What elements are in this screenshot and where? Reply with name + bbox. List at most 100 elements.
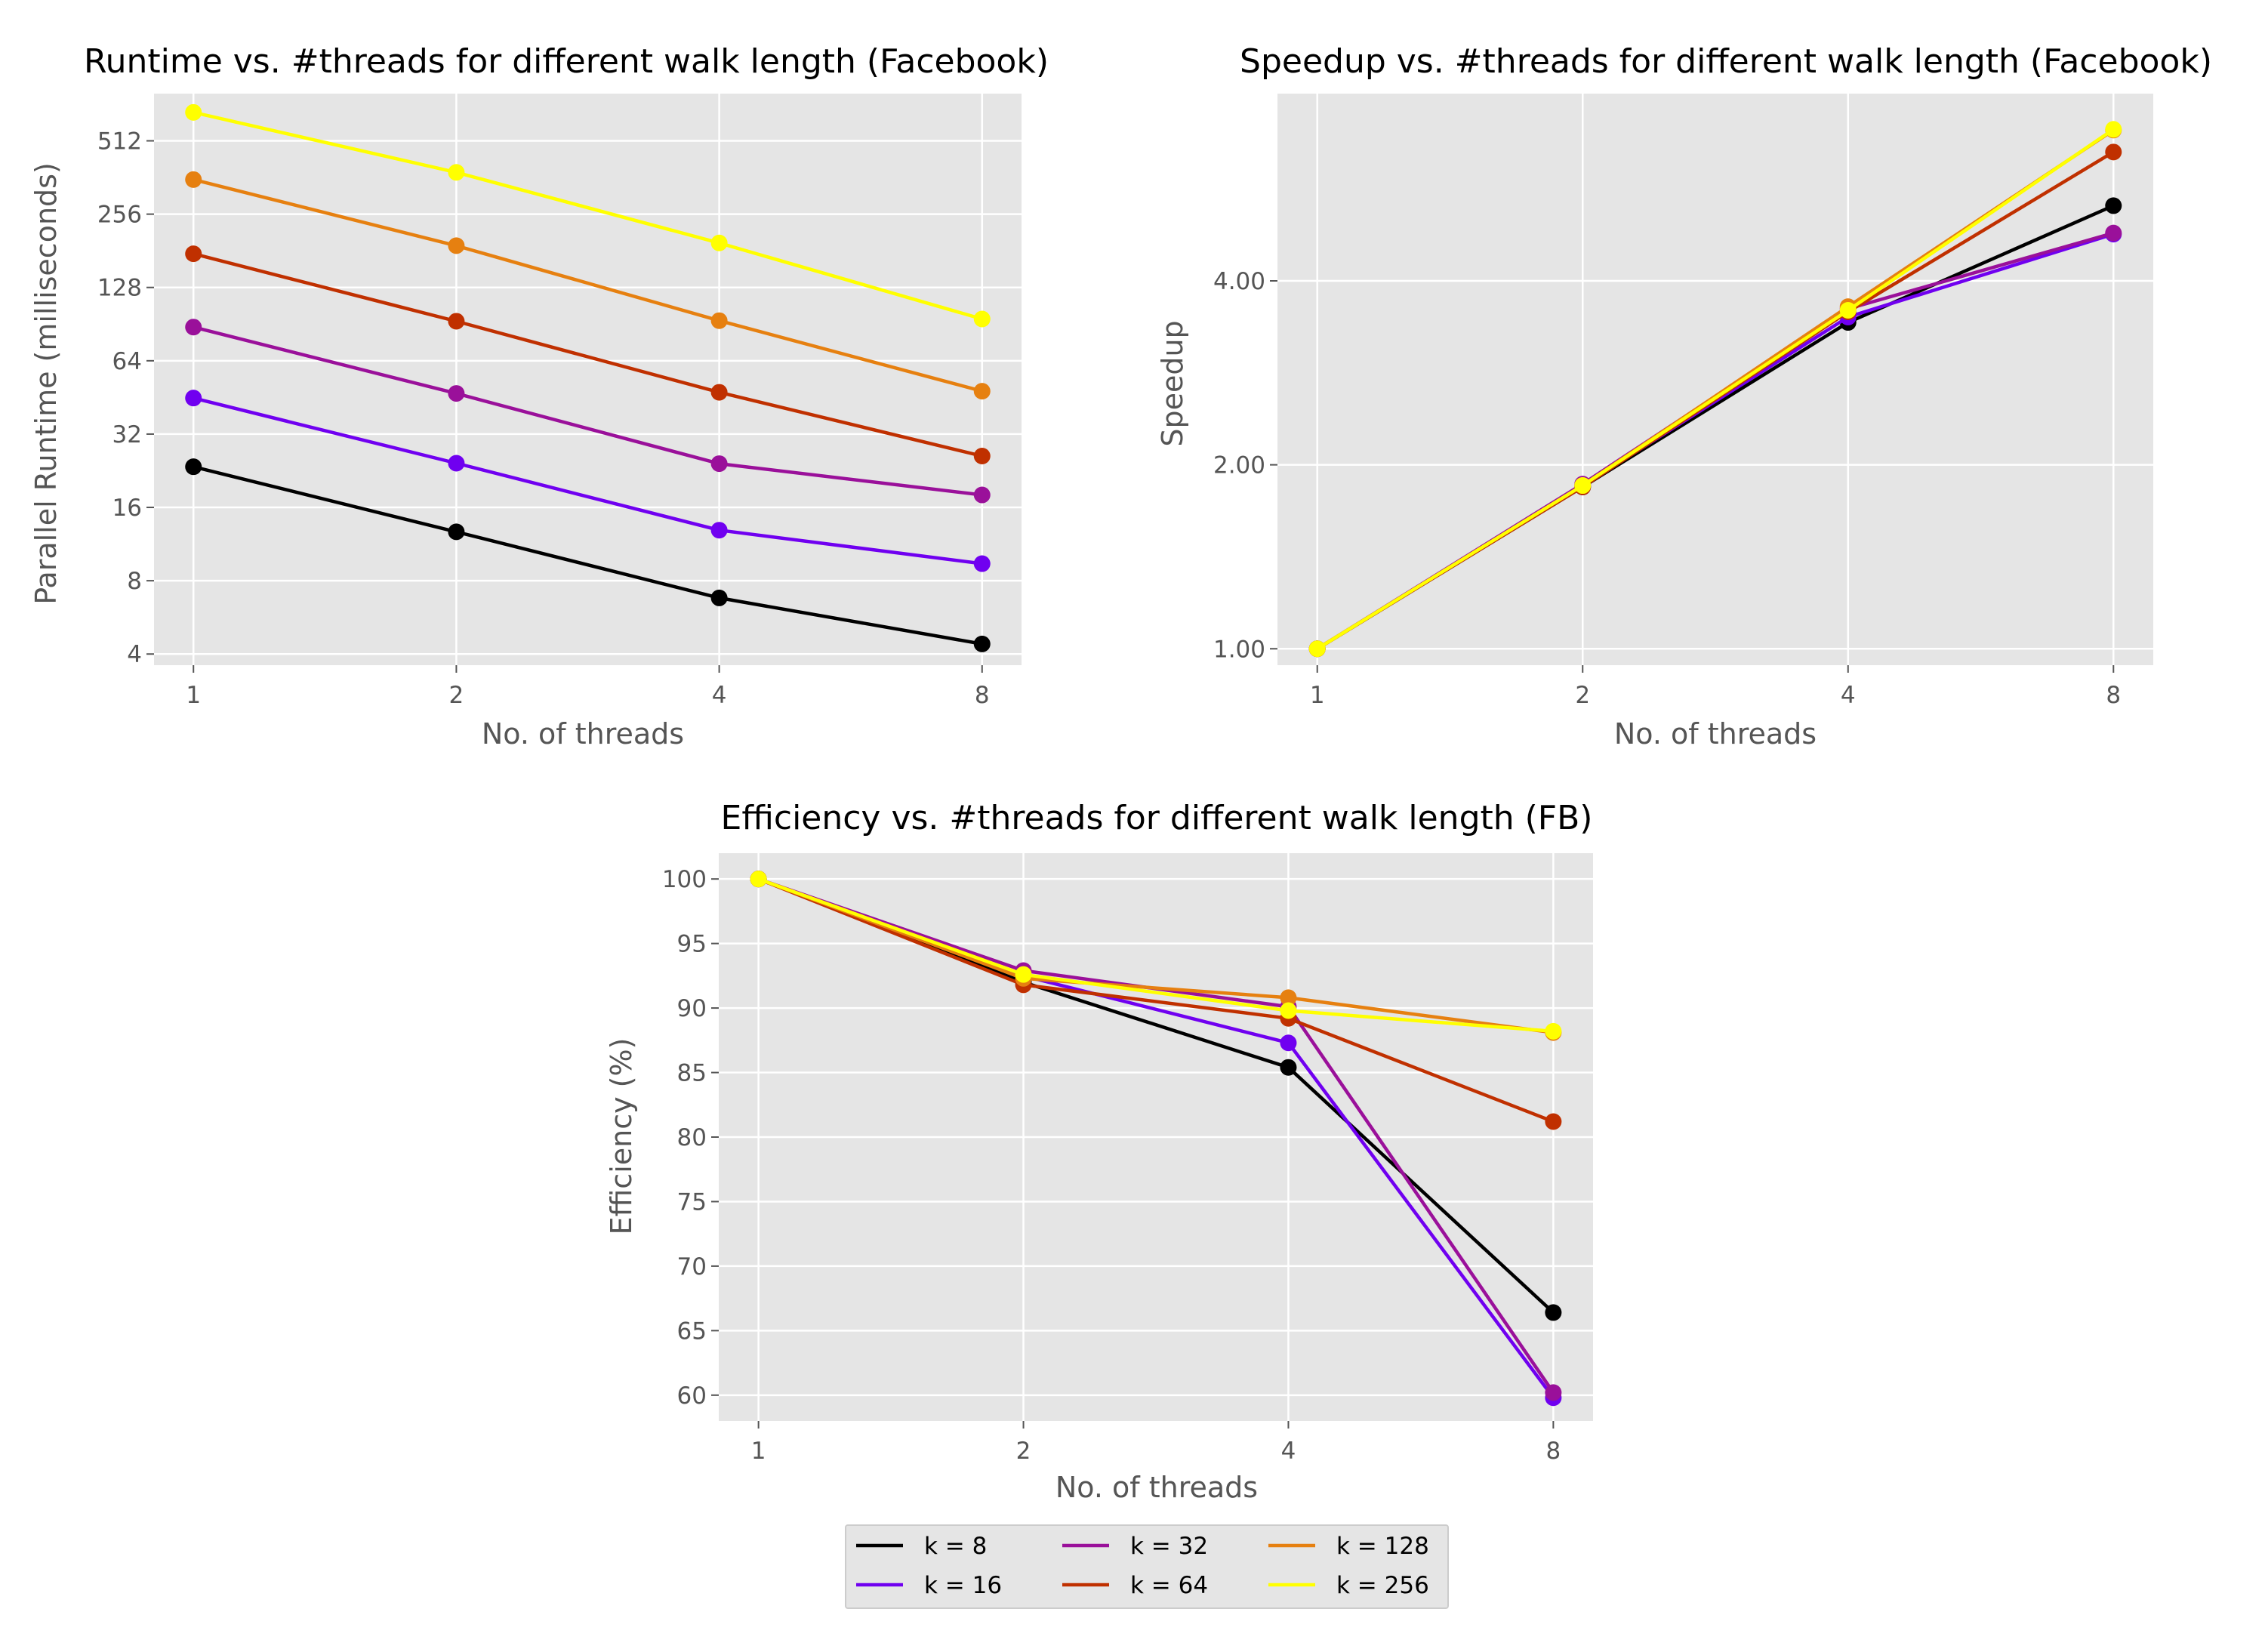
tick-label-y: 128 <box>97 275 142 302</box>
chart-efficiency-ylabel: Efficiency (%) <box>605 1038 638 1235</box>
tick-label-x: 4 <box>1841 682 1856 709</box>
tick-label-y: 85 <box>677 1060 707 1087</box>
tick-label-y: 90 <box>677 995 707 1022</box>
data-point-runtime <box>185 245 202 263</box>
series-line-efficiency-3 <box>757 877 1555 1123</box>
chart-efficiency-title: Efficiency vs. #threads for different wa… <box>721 799 1593 837</box>
tick-label-y: 2.00 <box>1213 452 1265 479</box>
legend-label: k = 32 <box>1130 1533 1208 1560</box>
data-point-runtime <box>185 319 202 336</box>
series-line-runtime-2 <box>193 325 983 497</box>
data-point-efficiency <box>1545 1304 1562 1321</box>
tick-label-x: 4 <box>712 682 727 709</box>
tick-label-y: 100 <box>662 866 707 893</box>
data-point-efficiency <box>1545 1113 1562 1130</box>
data-point-runtime <box>185 103 202 121</box>
plot-area-runtime <box>154 94 1022 665</box>
data-point-efficiency <box>1280 1059 1297 1076</box>
tick-label-x: 8 <box>975 682 990 709</box>
tick-label-x: 1 <box>186 682 201 709</box>
series-line-runtime-0 <box>193 465 983 646</box>
legend-label: k = 64 <box>1130 1572 1208 1599</box>
data-point-efficiency <box>1280 1034 1297 1052</box>
data-point-efficiency <box>1015 966 1032 983</box>
tick-label-y: 32 <box>112 421 142 448</box>
tick-label-y: 64 <box>112 348 142 375</box>
data-point-speedup <box>1574 477 1592 495</box>
tick-label-y: 60 <box>677 1382 707 1410</box>
data-point-runtime <box>448 523 465 541</box>
data-point-runtime <box>185 390 202 407</box>
series-line-speedup-5 <box>1316 128 2115 651</box>
data-point-runtime <box>710 384 728 401</box>
data-point-runtime <box>973 486 991 504</box>
data-point-runtime <box>185 171 202 188</box>
data-point-runtime <box>448 237 465 254</box>
data-point-speedup <box>2105 121 2122 138</box>
tick-label-x: 2 <box>1016 1438 1031 1465</box>
data-point-runtime <box>973 448 991 465</box>
plot-area-speedup <box>1277 94 2153 665</box>
series-line-runtime-4 <box>193 177 983 393</box>
tick-label-y: 70 <box>677 1253 707 1281</box>
tick-label-x: 8 <box>2106 682 2121 709</box>
data-point-runtime <box>973 383 991 400</box>
legend-label: k = 128 <box>1336 1533 1429 1560</box>
data-point-runtime <box>710 234 728 251</box>
data-point-efficiency <box>1280 1002 1297 1019</box>
chart-runtime-xlabel: No. of threads <box>482 717 684 750</box>
data-point-efficiency <box>1280 989 1297 1006</box>
tick-label-y: 80 <box>677 1124 707 1151</box>
tick-label-y: 75 <box>677 1188 707 1216</box>
series-line-runtime-3 <box>193 251 983 458</box>
tick-label-y: 16 <box>112 495 142 522</box>
tick-label-x: 2 <box>1575 682 1590 709</box>
tick-label-y: 512 <box>97 128 142 156</box>
data-point-runtime <box>973 635 991 652</box>
tick-label-y: 8 <box>127 568 142 595</box>
chart-speedup-title: Speedup vs. #threads for different walk … <box>1240 42 2212 81</box>
tick-label-y: 95 <box>677 931 707 958</box>
data-point-runtime <box>710 312 728 329</box>
tick-label-y: 256 <box>97 202 142 229</box>
series-line-efficiency-4 <box>757 877 1554 1034</box>
chart-speedup-ylabel: Speedup <box>1156 320 1189 446</box>
legend-label: k = 8 <box>924 1533 987 1560</box>
chart-speedup-xlabel: No. of threads <box>1614 717 1817 750</box>
chart-runtime-ylabel: Parallel Runtime (milliseconds) <box>29 162 63 605</box>
data-point-runtime <box>710 455 728 473</box>
tick-label-y: 4 <box>127 641 142 668</box>
data-point-speedup <box>2105 224 2122 242</box>
data-point-runtime <box>185 458 202 476</box>
chart-runtime: Runtime vs. #threads for different walk … <box>29 42 1049 750</box>
series-line-efficiency-5 <box>757 877 1554 1034</box>
data-point-runtime <box>973 310 991 328</box>
data-point-runtime <box>710 522 728 539</box>
chart-efficiency-xlabel: No. of threads <box>1055 1471 1258 1504</box>
data-point-speedup <box>1308 640 1326 658</box>
data-point-runtime <box>710 589 728 606</box>
legend: k = 8 k = 16 k = 32 k = 64 k = 128 k = 256 <box>845 1524 1449 1609</box>
tick-label-x: 8 <box>1545 1438 1561 1465</box>
data-point-runtime <box>448 385 465 402</box>
data-point-runtime <box>448 455 465 472</box>
tick-label-x: 1 <box>1310 682 1325 709</box>
legend-label: k = 16 <box>924 1572 1002 1599</box>
tick-label-y: 65 <box>677 1318 707 1345</box>
tick-label-x: 4 <box>1281 1438 1296 1465</box>
data-point-runtime <box>448 164 465 181</box>
data-point-efficiency <box>1545 1384 1562 1401</box>
chart-runtime-title: Runtime vs. #threads for different walk … <box>84 42 1049 81</box>
data-point-runtime <box>973 555 991 572</box>
series-line-runtime-5 <box>193 110 983 321</box>
tick-label-x: 2 <box>449 682 464 709</box>
tick-label-y: 4.00 <box>1213 268 1265 295</box>
data-point-speedup <box>1839 301 1857 319</box>
data-point-efficiency <box>750 871 767 888</box>
tick-label-x: 1 <box>751 1438 766 1465</box>
data-point-speedup <box>2105 197 2122 214</box>
data-point-speedup <box>2105 143 2122 161</box>
data-point-efficiency <box>1545 1022 1562 1040</box>
legend-label: k = 256 <box>1336 1572 1429 1599</box>
